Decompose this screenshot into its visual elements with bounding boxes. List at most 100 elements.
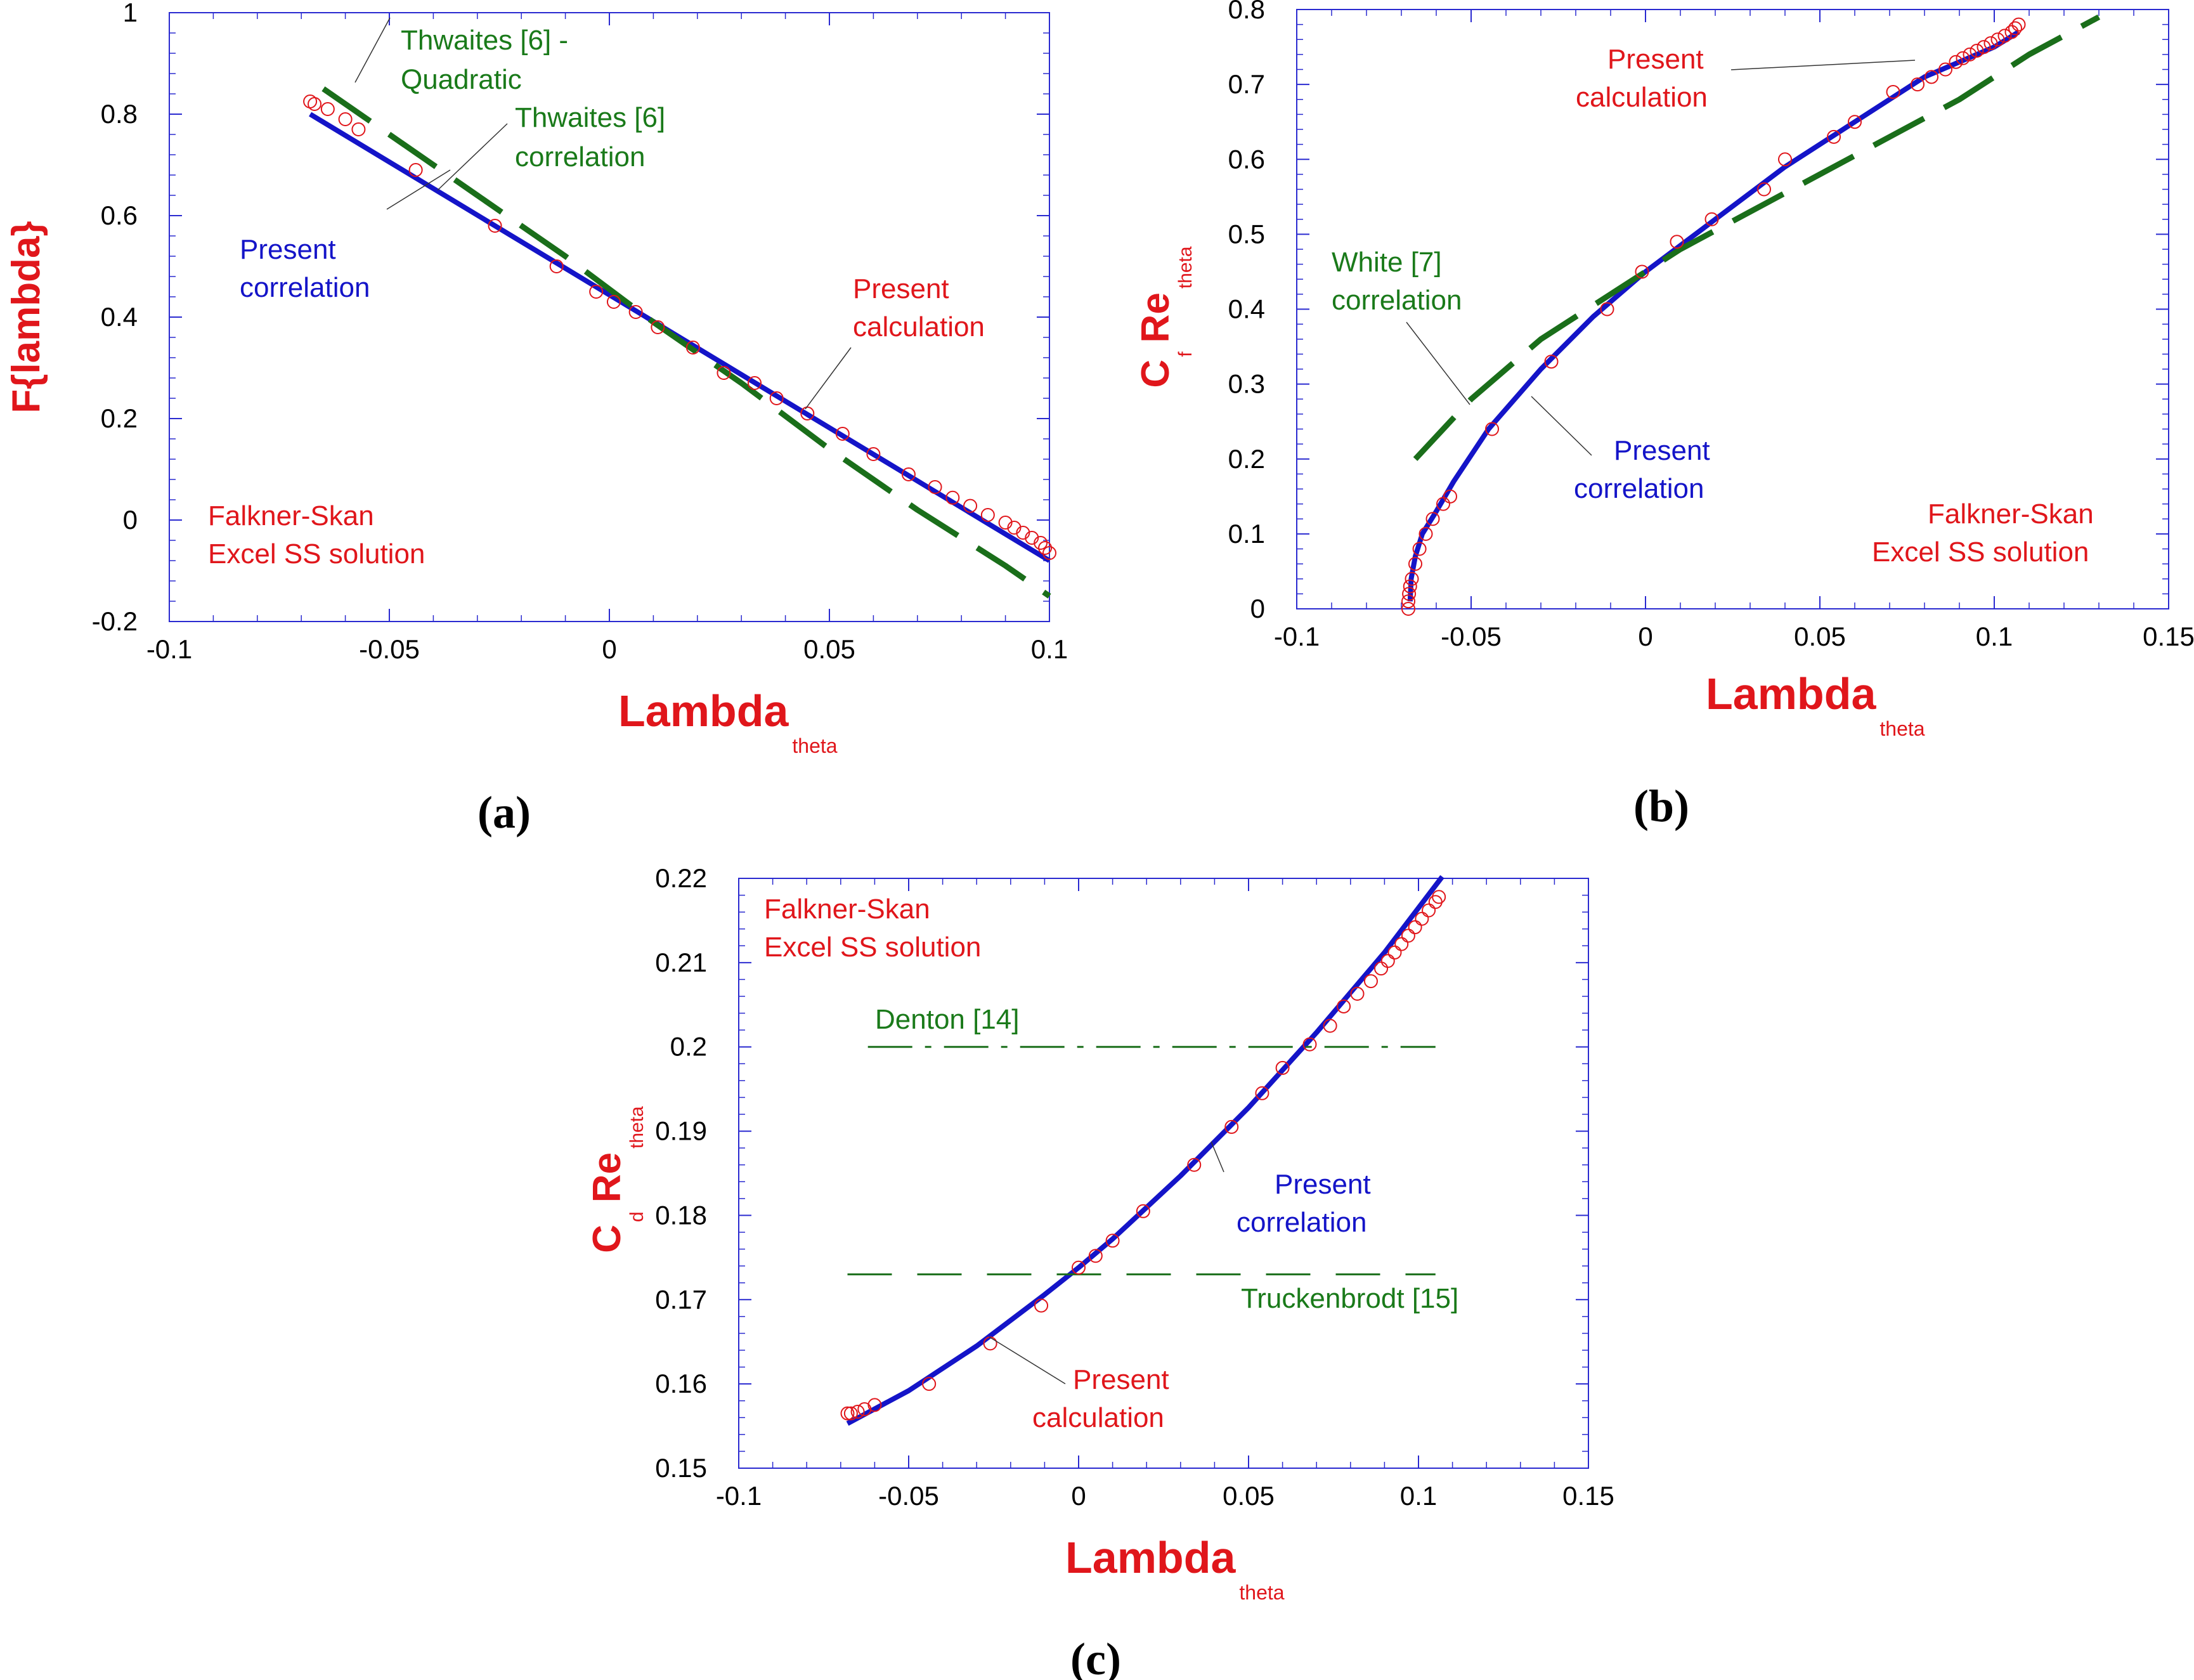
- calc-marker: [606, 295, 621, 309]
- y-tick-label: 0.6: [101, 200, 138, 230]
- annotation-leader: [805, 347, 852, 410]
- x-axis-label: Lambdatheta: [1065, 1533, 1285, 1604]
- calc-marker: [1255, 1086, 1269, 1100]
- calc-marker: [945, 490, 960, 505]
- calc-marker: [351, 122, 366, 136]
- calc-marker: [1436, 497, 1450, 511]
- x-tick-label: 0.05: [803, 634, 855, 664]
- calc-marker: [1072, 1260, 1086, 1275]
- calc-marker: [1408, 557, 1422, 571]
- calc-marker: [1778, 152, 1792, 167]
- annotation-fs-1: Falkner-Skan: [764, 894, 930, 925]
- calc-marker: [835, 427, 850, 441]
- calc-marker: [1485, 422, 1499, 436]
- y-axis-label: Cf Re theta: [1134, 246, 1196, 387]
- calc-marker: [1990, 32, 2005, 47]
- calc-marker: [1323, 1019, 1337, 1033]
- y-tick-label: 0.21: [655, 947, 707, 977]
- y-tick-label: 0.15: [655, 1453, 707, 1483]
- y-tick-label: 0.5: [1228, 219, 1265, 249]
- annotation-truck: Truckenbrodt [15]: [1241, 1283, 1458, 1314]
- chart-panel-b: -0.1 -0.05 0 0.05 0.1 0.15 0 0.1 0.2 0.3 0.4 0.5 0.6…: [1134, 0, 2194, 831]
- calc-marker: [1401, 602, 1415, 616]
- annotation-leader: [354, 17, 391, 83]
- y-tick-label: 0.7: [1228, 69, 1265, 99]
- y-tick-label: 0.8: [101, 99, 138, 129]
- calc-marker: [1415, 911, 1429, 926]
- calc-marker: [1275, 1060, 1290, 1075]
- chart-panel-c: -0.1 -0.05 0 0.05 0.1 0.15 0.15 0.16 0.17 0.18 0.1…: [585, 863, 1614, 1680]
- annotation-pcalc-1: Present: [1607, 44, 1704, 75]
- y-tick-label: 0.3: [1228, 369, 1265, 399]
- annotation-fs-2: Excel SS solution: [764, 932, 981, 963]
- annotation-thw-quad-2: Quadratic: [401, 64, 522, 95]
- y-tick-label: 0.4: [101, 302, 138, 332]
- calc-marker: [1600, 302, 1614, 316]
- x-tick-label: -0.1: [716, 1481, 762, 1511]
- annotation-pcalc-2: calculation: [1032, 1402, 1164, 1433]
- y-axis-label: F{lambda}: [4, 221, 48, 413]
- calc-marker: [1007, 521, 1022, 535]
- calc-marker: [769, 391, 784, 405]
- calc-marker: [1970, 43, 1984, 58]
- x-axis-label: Lambdatheta: [1706, 669, 1925, 740]
- y-tick-label: 0.2: [101, 403, 138, 433]
- calc-marker: [488, 219, 502, 233]
- calc-marker: [685, 341, 700, 355]
- calc-marker: [1025, 531, 1039, 545]
- calc-marker: [928, 480, 942, 494]
- x-tick-label: -0.1: [1274, 622, 1320, 651]
- calc-marker: [1401, 594, 1415, 609]
- series-present-calculation: [840, 890, 1446, 1421]
- x-axis-label-sub: theta: [1239, 1581, 1284, 1604]
- y-axis-label-c: C: [585, 1225, 629, 1253]
- calc-marker: [963, 498, 978, 513]
- annotation-pcalc-1: Present: [1073, 1364, 1169, 1395]
- y-tick-label: 1: [123, 0, 138, 27]
- calc-marker: [867, 1398, 882, 1412]
- calc-marker: [1997, 29, 2012, 43]
- y-tick-label: 0.8: [1228, 0, 1265, 24]
- calc-marker: [1886, 84, 1900, 99]
- x-tick-label: 0: [1638, 622, 1652, 651]
- y-tick-label: 0.6: [1228, 144, 1265, 174]
- calc-marker: [1635, 264, 1649, 279]
- calc-marker: [651, 320, 665, 334]
- series-white-7-correlation: [1413, 14, 2101, 461]
- calc-marker: [1088, 1249, 1103, 1263]
- calc-marker: [1956, 51, 1970, 65]
- annotation-pcalc-1: Present: [853, 273, 949, 304]
- calc-marker: [1034, 1298, 1049, 1313]
- calc-marker: [983, 1336, 997, 1351]
- x-tick-label: 0.1: [1976, 622, 2013, 651]
- y-tick-label: 0.2: [670, 1032, 707, 1062]
- y-axis-label: Cd Re theta: [585, 1106, 647, 1253]
- calc-marker: [1402, 587, 1417, 601]
- calc-marker: [1670, 235, 1684, 249]
- calc-marker: [1949, 55, 1963, 69]
- calc-marker: [338, 112, 353, 126]
- annotation-fs-1: Falkner-Skan: [1928, 498, 2094, 530]
- annotation-leader: [1730, 60, 1916, 70]
- x-axis-label-sub: theta: [1879, 717, 1925, 740]
- calc-marker: [1403, 579, 1417, 594]
- calc-marker: [589, 285, 604, 299]
- x-tick-label: 0.15: [2143, 622, 2194, 651]
- calc-marker: [1425, 512, 1440, 526]
- annotation-leader: [1406, 322, 1470, 405]
- calc-marker: [1418, 526, 1433, 541]
- x-axis-label-main: Lambda: [618, 686, 789, 736]
- annotation-thw-quad-1: Thwaites [6] -: [401, 25, 568, 56]
- calc-marker: [1363, 974, 1378, 989]
- annotation-thw-corr-1: Thwaites [6]: [515, 102, 665, 133]
- annotation-leader: [1211, 1141, 1224, 1173]
- x-tick-label: 0: [1071, 1481, 1086, 1511]
- series-thwaites-6-quadratic: [321, 86, 1051, 599]
- calc-marker: [850, 1404, 865, 1419]
- x-axis-label-main: Lambda: [1706, 669, 1876, 719]
- calc-marker: [1302, 1037, 1317, 1052]
- calc-marker: [1412, 542, 1427, 556]
- calc-marker: [1042, 546, 1056, 560]
- calc-marker: [1443, 489, 1457, 504]
